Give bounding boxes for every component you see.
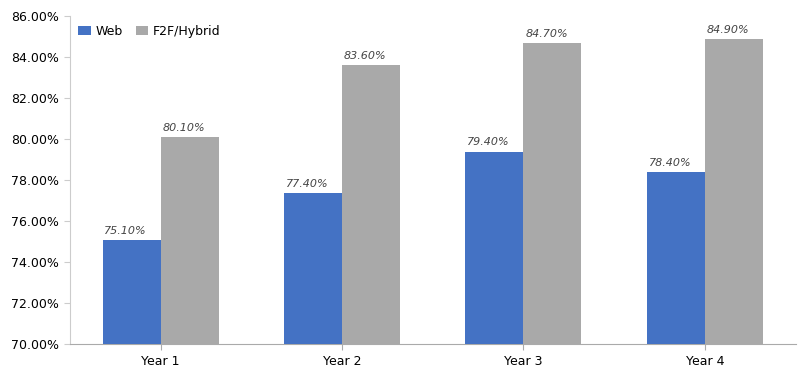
- Bar: [646, 172, 705, 379]
- Bar: [102, 240, 161, 379]
- Bar: [284, 193, 342, 379]
- Text: 75.10%: 75.10%: [104, 226, 147, 236]
- Text: 84.90%: 84.90%: [707, 25, 749, 34]
- Bar: [342, 65, 400, 379]
- Text: 83.60%: 83.60%: [344, 51, 387, 61]
- Text: 80.10%: 80.10%: [162, 123, 205, 133]
- Legend: Web, F2F/Hybrid: Web, F2F/Hybrid: [76, 22, 224, 40]
- Bar: [524, 43, 582, 379]
- Text: 77.40%: 77.40%: [286, 179, 328, 188]
- Bar: [161, 137, 219, 379]
- Bar: [705, 39, 763, 379]
- Text: 84.70%: 84.70%: [525, 29, 568, 39]
- Bar: [466, 152, 524, 379]
- Text: 78.40%: 78.40%: [649, 158, 692, 168]
- Text: 79.40%: 79.40%: [467, 138, 510, 147]
